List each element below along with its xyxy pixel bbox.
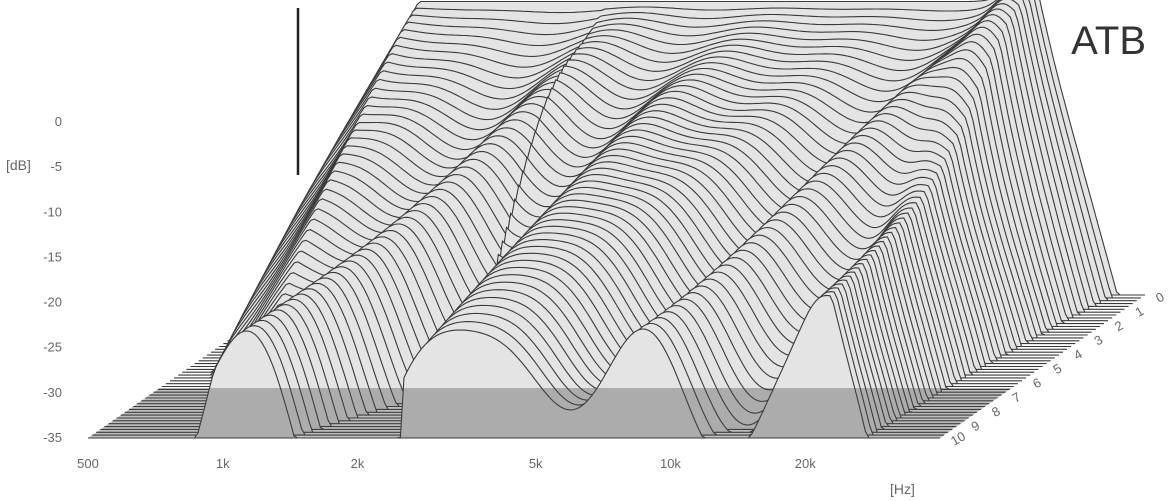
z-tick-label: 1 <box>1133 303 1147 320</box>
z-tick-label: 3 <box>1092 332 1106 349</box>
floor-plane <box>88 388 1012 438</box>
z-tick-label: 9 <box>969 418 983 435</box>
x-tick-label: 20k <box>795 456 816 471</box>
brand-label: ATB <box>1071 19 1146 63</box>
x-axis-ticks: 500 1k 2k 5k 10k 20k <box>77 456 816 471</box>
x-tick-label: 500 <box>77 456 99 471</box>
y-tick-label: -20 <box>43 295 62 310</box>
y-tick-label: -5 <box>50 159 62 174</box>
z-tick-label: 2 <box>1112 318 1126 335</box>
waterfall-surface <box>88 0 1145 438</box>
z-tick-label: 8 <box>989 403 1003 420</box>
z-tick-label: 7 <box>1010 389 1024 406</box>
y-tick-label: -15 <box>43 249 62 264</box>
x-tick-label: 2k <box>351 456 365 471</box>
y-tick-label: -30 <box>43 385 62 400</box>
z-tick-label: 0 <box>1153 289 1167 306</box>
x-tick-label: 10k <box>660 456 681 471</box>
y-tick-label: -35 <box>43 430 62 445</box>
x-tick-label: 1k <box>216 456 230 471</box>
y-tick-label: -10 <box>43 204 62 219</box>
y-axis-ticks: 0 -5 -10 -15 -20 -25 -30 -35 <box>43 114 62 445</box>
z-tick-label: 6 <box>1030 375 1044 392</box>
z-tick-label: 5 <box>1051 360 1065 377</box>
z-tick-label: 4 <box>1071 346 1085 363</box>
y-tick-label: -25 <box>43 340 62 355</box>
z-tick-label: 10 <box>948 428 968 448</box>
y-tick-label: 0 <box>55 114 62 129</box>
x-axis-unit: [Hz] <box>890 481 915 497</box>
y-axis-unit: [dB] <box>6 157 31 173</box>
x-tick-label: 5k <box>529 456 543 471</box>
